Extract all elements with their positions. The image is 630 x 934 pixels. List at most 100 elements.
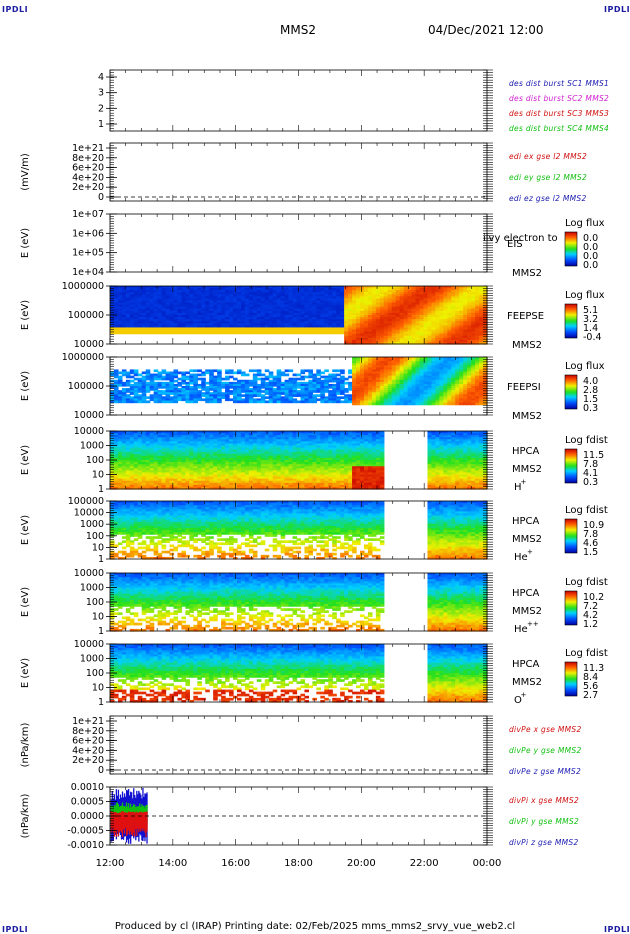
heatmap-cell	[411, 375, 417, 379]
heatmap-cell	[360, 288, 365, 291]
heatmap-cell	[320, 381, 325, 385]
heatmap-cell	[312, 319, 317, 322]
heatmap-cell	[110, 319, 115, 322]
heatmap-cell	[181, 371, 186, 375]
heatmap-cell	[153, 290, 159, 293]
heatmap-cell	[213, 306, 218, 310]
heatmap-cell	[348, 335, 353, 339]
heatmap-cell	[193, 398, 198, 402]
heatmap-cell	[336, 292, 341, 295]
heatmap-cell	[395, 306, 401, 310]
heatmap-cell	[292, 379, 298, 383]
heatmap-cell	[121, 310, 127, 314]
heatmap-cell	[415, 294, 421, 297]
heatmap-cell	[423, 331, 429, 335]
heatmap-cell	[252, 369, 258, 373]
heatmap-cell	[391, 379, 397, 383]
heatmap-cell	[471, 286, 476, 289]
heatmap-cell	[471, 329, 476, 333]
heatmap-cell	[455, 288, 460, 291]
heatmap-cell	[375, 331, 381, 335]
heatmap-cell	[363, 323, 369, 326]
heatmap-cell	[217, 300, 222, 304]
heatmap-cell	[435, 363, 440, 366]
heatmap-cell	[356, 292, 361, 295]
heatmap-cell	[391, 363, 397, 366]
heatmap-cell	[435, 337, 440, 341]
heatmap-cell	[256, 304, 262, 308]
heatmap-cell	[471, 308, 476, 312]
heatmap-cell	[407, 390, 413, 393]
heatmap-cell	[280, 315, 286, 318]
heatmap-cell	[153, 317, 159, 320]
heatmap-cell	[201, 386, 206, 389]
heatmap-cell	[471, 312, 476, 316]
heatmap-cell	[375, 339, 381, 343]
heatmap-cell	[264, 296, 270, 300]
heatmap-cell	[185, 300, 190, 304]
heatmap-cell	[443, 319, 448, 322]
heatmap-cell	[201, 398, 206, 402]
heatmap-cell	[419, 300, 425, 304]
heatmap-cell	[225, 317, 230, 320]
heatmap-cell	[356, 306, 361, 310]
heatmap-cell	[367, 373, 373, 377]
heatmap-cell	[459, 286, 464, 289]
heatmap-cell	[280, 319, 286, 322]
heatmap-cell	[252, 386, 258, 389]
heatmap-cell	[483, 304, 488, 308]
heatmap-cell	[292, 383, 298, 387]
heatmap-cell	[403, 398, 409, 402]
heatmap-cell	[165, 306, 171, 310]
heatmap-cell	[375, 394, 381, 397]
heatmap-cell	[177, 388, 183, 391]
heatmap-cell	[161, 290, 167, 293]
heatmap-cell	[229, 296, 234, 300]
heatmap-cell	[479, 341, 484, 345]
heatmap-cell	[320, 396, 325, 400]
heatmap-cell	[300, 396, 306, 400]
heatmap-cell	[268, 310, 274, 314]
heatmap-cell	[141, 286, 147, 289]
heatmap-cell	[320, 331, 325, 335]
heatmap-cell	[225, 381, 230, 385]
heatmap-cell	[244, 306, 250, 310]
heatmap-cell	[225, 323, 230, 326]
heatmap-cell	[423, 373, 429, 377]
heatmap-cell	[233, 290, 238, 293]
heatmap-cell	[407, 290, 413, 293]
heatmap-cell	[252, 319, 258, 322]
heatmap-cell	[244, 400, 250, 404]
heatmap-cell	[463, 335, 468, 339]
colorbar-tick-label: 0.0	[583, 233, 598, 244]
heatmap-cell	[352, 317, 357, 320]
heatmap-cell	[443, 394, 448, 397]
heatmap-cell	[459, 294, 464, 297]
heatmap-cell	[427, 337, 433, 341]
heatmap-cell	[407, 367, 413, 371]
heatmap-cell	[189, 394, 194, 397]
heatmap-cell	[272, 388, 278, 391]
heatmap-cell	[328, 317, 333, 320]
heatmap-cell	[352, 392, 357, 395]
heatmap-cell	[447, 329, 452, 333]
heatmap-cell	[419, 359, 425, 362]
heatmap-cell	[367, 333, 373, 337]
heatmap-cell	[367, 396, 373, 400]
heatmap-cell	[407, 361, 413, 364]
heatmap-cell	[268, 290, 274, 293]
heatmap-cell	[169, 321, 175, 324]
heatmap-cell	[363, 377, 369, 381]
heatmap-cell	[292, 331, 298, 335]
heatmap-cell	[125, 308, 131, 312]
heatmap-cell	[336, 400, 341, 404]
heatmap-cell	[320, 371, 325, 375]
heatmap-cell	[133, 381, 139, 385]
heatmap-cell	[288, 312, 294, 316]
heatmap-cell	[121, 321, 127, 324]
heatmap-cell	[129, 398, 135, 402]
heatmap-cell	[375, 304, 381, 308]
heatmap-cell	[423, 365, 429, 368]
heatmap-cell	[296, 386, 302, 389]
